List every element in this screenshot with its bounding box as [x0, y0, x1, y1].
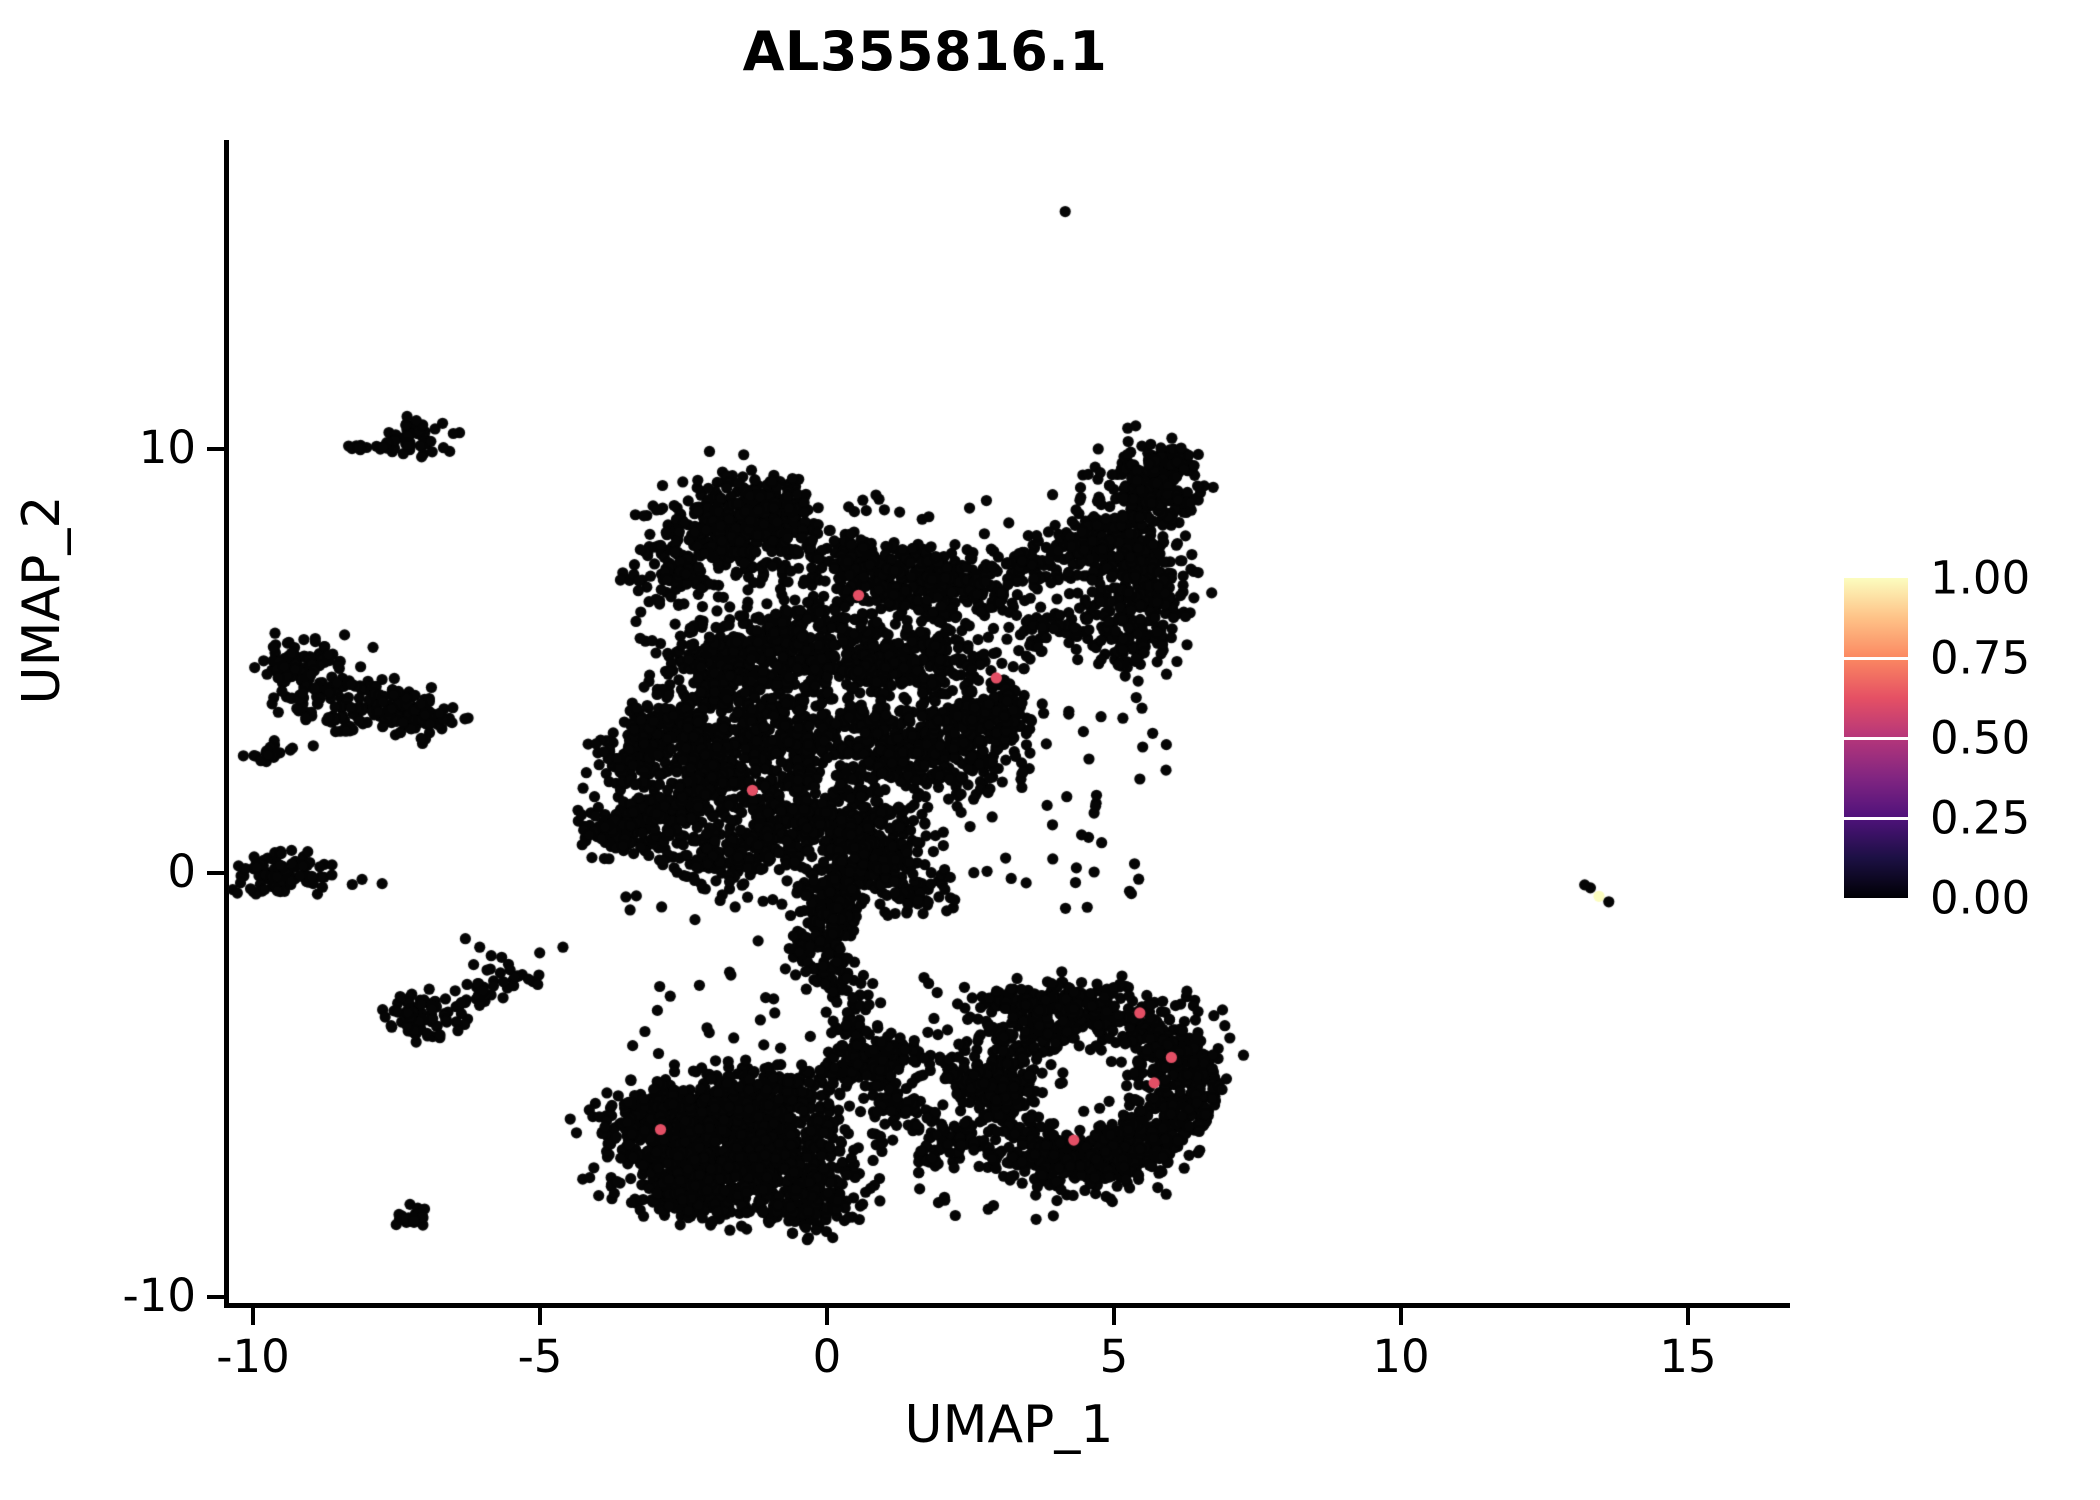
colorbar-tick-label-2: 0.50 — [1930, 711, 2031, 765]
y-tick-label-1: 0 — [167, 845, 196, 898]
x-tick-label-3: 5 — [1099, 1330, 1129, 1383]
y-tick-mark — [207, 871, 224, 875]
colorbar-tick-label-3: 0.25 — [1930, 791, 2031, 845]
colorbar-tick-mark — [1844, 816, 1908, 820]
x-tick-mark — [1686, 1308, 1690, 1325]
colorbar-tick-label-0: 1.00 — [1930, 551, 2031, 605]
y-tick-label-0: 10 — [138, 421, 196, 474]
x-tick-mark — [1112, 1308, 1116, 1325]
colorbar-tick-label-4: 0.00 — [1930, 871, 2031, 925]
y-tick-label-2: -10 — [122, 1269, 197, 1322]
y-tick-mark — [207, 1295, 224, 1299]
colorbar-tick-mark — [1844, 736, 1908, 740]
y-axis-label: UMAP_2 — [12, 495, 72, 705]
x-tick-mark — [825, 1308, 829, 1325]
x-axis-label: UMAP_1 — [904, 1395, 1114, 1455]
plot-area — [228, 140, 1790, 1305]
x-tick-label-0: -10 — [216, 1330, 290, 1383]
colorbar-tick-mark — [1844, 656, 1908, 660]
x-tick-mark — [251, 1308, 255, 1325]
y-tick-mark — [207, 447, 224, 451]
x-tick-label-2: 0 — [812, 1330, 842, 1383]
y-axis-label-wrap: UMAP_2 — [12, 280, 92, 920]
page-title: AL355816.1 — [742, 20, 1108, 83]
x-axis-spine — [224, 1303, 1790, 1308]
x-tick-label-1: -5 — [517, 1330, 563, 1383]
colorbar-tick-label-1: 0.75 — [1930, 631, 2031, 685]
scatter-canvas — [228, 140, 1790, 1305]
x-tick-label-4: 10 — [1372, 1330, 1430, 1383]
x-tick-mark — [538, 1308, 542, 1325]
y-axis-spine — [224, 140, 229, 1308]
x-tick-mark — [1399, 1308, 1403, 1325]
x-tick-label-5: 15 — [1659, 1330, 1717, 1383]
